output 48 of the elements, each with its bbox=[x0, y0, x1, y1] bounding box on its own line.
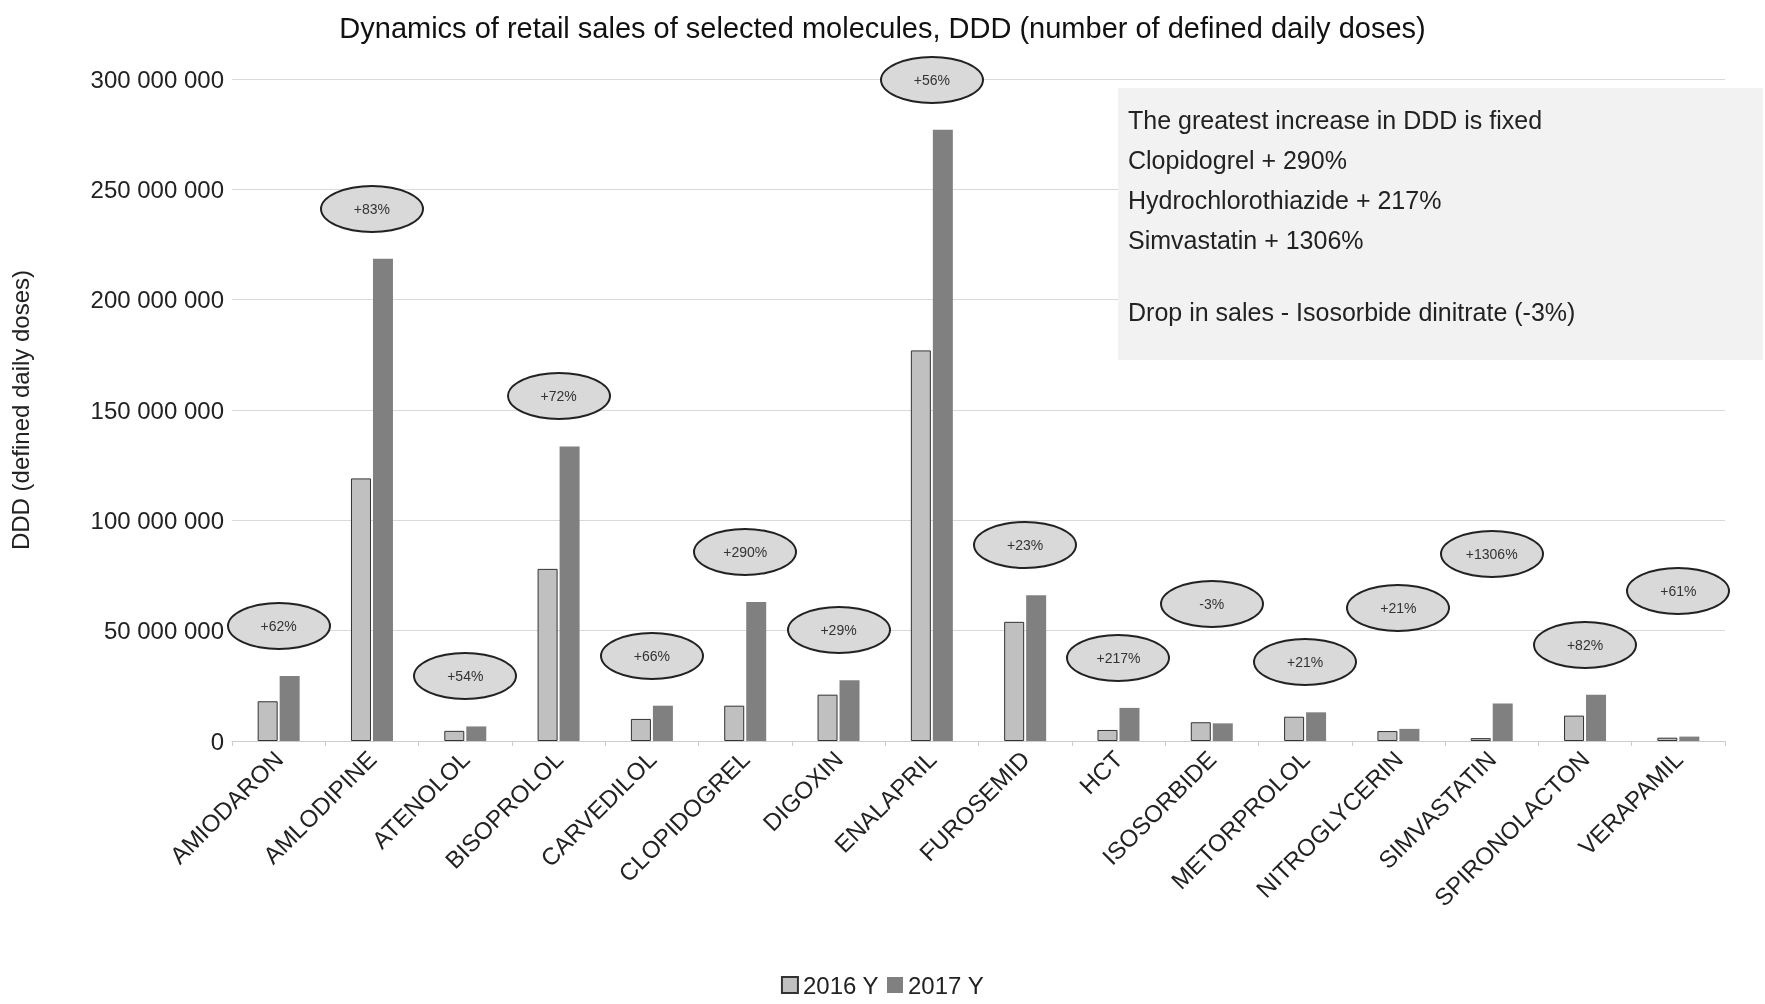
annotation: The greatest increase in DDD is fixed bbox=[1128, 105, 1544, 136]
y-tick-label: 0 bbox=[210, 727, 224, 755]
ellipse-callout: +217% bbox=[1066, 633, 1171, 682]
ellipse-callout: +1306% bbox=[1439, 530, 1544, 579]
legend-label: 2016 Y bbox=[802, 971, 879, 999]
ellipse-callout: +54% bbox=[413, 652, 518, 701]
bar bbox=[1026, 595, 1047, 741]
bar bbox=[652, 705, 673, 741]
ellipse-callout: +56% bbox=[879, 55, 984, 104]
ellipse-callout: +72% bbox=[506, 372, 611, 421]
chart-title: Dynamics of retail sales of selected molecules, DDD (number of defined daily doses) bbox=[339, 11, 1426, 44]
bar bbox=[1492, 703, 1513, 741]
legend-label: 2017 Y bbox=[908, 971, 984, 999]
annotation: Clopidogrel + 290% bbox=[1128, 145, 1348, 176]
ellipse-callout: +29% bbox=[786, 606, 891, 655]
ellipse-callout: +290% bbox=[693, 527, 798, 576]
y-axis-title: DDD (defined daily doses) bbox=[6, 269, 34, 551]
y-tick-label: 250 000 000 bbox=[90, 175, 224, 203]
y-tick-label: 100 000 000 bbox=[90, 506, 224, 534]
bar bbox=[1679, 736, 1700, 741]
bar bbox=[932, 129, 953, 741]
ellipse-callout: -3% bbox=[1159, 579, 1264, 628]
y-tick-label: 200 000 000 bbox=[90, 286, 224, 314]
ellipse-callout: +21% bbox=[1253, 638, 1358, 687]
bar bbox=[746, 601, 767, 741]
ellipse-callout: +21% bbox=[1346, 584, 1451, 633]
bar bbox=[839, 680, 860, 741]
ellipse-callout: +61% bbox=[1626, 566, 1731, 615]
ellipse-callout: +82% bbox=[1533, 620, 1638, 669]
bar bbox=[559, 446, 580, 741]
y-tick-label: 300 000 000 bbox=[90, 65, 224, 93]
bar bbox=[279, 675, 300, 741]
annotation: Simvastatin + 1306% bbox=[1128, 225, 1365, 256]
ellipse-callout: +62% bbox=[226, 601, 331, 650]
annotation: Drop in sales - Isosorbide dinitrate (-3%) bbox=[1128, 297, 1577, 328]
ellipse-callout: +23% bbox=[973, 521, 1078, 570]
bar bbox=[466, 726, 487, 741]
y-tick-label: 150 000 000 bbox=[90, 396, 224, 424]
bar bbox=[1399, 728, 1420, 741]
annotation: Hydrochlorothiazide + 217% bbox=[1128, 185, 1443, 216]
bar bbox=[372, 258, 393, 741]
y-tick-label: 50 000 000 bbox=[103, 617, 224, 645]
bar bbox=[1119, 707, 1140, 741]
ellipse-callout: +83% bbox=[319, 184, 424, 233]
bar bbox=[1586, 694, 1607, 741]
bar bbox=[1212, 723, 1233, 741]
bar bbox=[1306, 712, 1327, 741]
ellipse-callout: +66% bbox=[599, 631, 704, 680]
